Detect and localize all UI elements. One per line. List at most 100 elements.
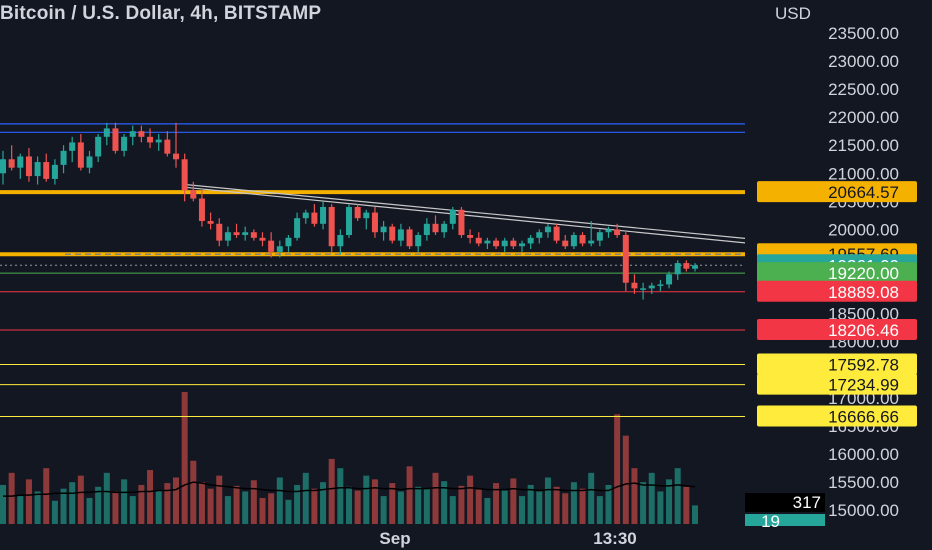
candle-body bbox=[121, 136, 128, 151]
candle-body bbox=[198, 198, 205, 221]
candle-body bbox=[484, 240, 491, 244]
volume-bar bbox=[337, 468, 344, 524]
volume-bar bbox=[692, 505, 698, 524]
price-tick-label: 18500.00 bbox=[828, 305, 899, 324]
volume-bar bbox=[415, 486, 422, 524]
price-tag-label: 18889.08 bbox=[828, 283, 899, 302]
volume-bar bbox=[302, 472, 309, 524]
price-tick-label: 21500.00 bbox=[828, 136, 899, 155]
price-tick-label: 20000.00 bbox=[828, 220, 899, 239]
volume-bar bbox=[640, 482, 647, 524]
volume-tag-label: 317 bbox=[793, 493, 821, 512]
candle-body bbox=[596, 232, 603, 241]
candle-body bbox=[51, 164, 58, 179]
candle-body bbox=[371, 212, 378, 233]
candle-body bbox=[415, 235, 422, 247]
price-tags: 20664.5719557.6919361.0003:25:1919220.00… bbox=[745, 181, 917, 531]
volume-bar bbox=[112, 491, 119, 524]
price-tick-label: 23500.00 bbox=[828, 24, 899, 43]
price-tag-label: 17592.78 bbox=[828, 355, 899, 374]
candle-body bbox=[562, 240, 569, 247]
volume-bar bbox=[579, 488, 586, 524]
volume-bar bbox=[614, 414, 621, 524]
candle-body bbox=[95, 136, 102, 157]
volume-bar bbox=[544, 477, 551, 524]
price-tag-bg bbox=[757, 373, 917, 395]
candle-body bbox=[337, 235, 344, 247]
candle-body bbox=[640, 288, 647, 290]
candle-body bbox=[259, 237, 266, 241]
price-tick-label: 22000.00 bbox=[828, 108, 899, 127]
volume-bar bbox=[121, 479, 128, 524]
volume-bar bbox=[311, 488, 318, 524]
volume-bar bbox=[657, 491, 664, 524]
volume-bar bbox=[8, 472, 15, 524]
volume-bar bbox=[449, 496, 456, 524]
volume-bar bbox=[596, 496, 603, 524]
volume-bar bbox=[501, 490, 508, 524]
volume-bar bbox=[198, 482, 205, 524]
candle-body bbox=[588, 240, 595, 244]
volume-bar bbox=[527, 484, 534, 524]
volume-bar bbox=[666, 479, 673, 524]
volume-bar bbox=[475, 489, 482, 524]
volume-bar bbox=[354, 490, 361, 524]
price-tick-label: 15000.00 bbox=[828, 501, 899, 520]
volume-bar bbox=[553, 486, 560, 524]
volume-bar bbox=[259, 497, 266, 524]
currency-label: USD bbox=[775, 4, 811, 23]
candle-body bbox=[570, 235, 577, 247]
volume-bar bbox=[570, 482, 577, 524]
candle-body bbox=[233, 232, 240, 236]
candle-body bbox=[406, 229, 413, 247]
volume-bar bbox=[224, 496, 231, 524]
candle-body bbox=[276, 246, 283, 252]
volume-bar bbox=[328, 458, 335, 524]
volume-bar bbox=[233, 485, 240, 524]
candle-body bbox=[544, 226, 551, 233]
candle-body bbox=[363, 212, 370, 219]
volume-bar bbox=[562, 493, 569, 524]
volume-bar bbox=[95, 486, 102, 524]
volume-bar bbox=[0, 484, 6, 524]
candle-body bbox=[692, 265, 698, 269]
price-tick-label: 23000.00 bbox=[828, 52, 899, 71]
price-tag-label: 17234.99 bbox=[828, 376, 899, 395]
volume-bar bbox=[138, 484, 145, 524]
candle-body bbox=[173, 153, 179, 160]
volume-bar bbox=[164, 483, 171, 524]
time-tick-label: 13:30 bbox=[593, 529, 636, 548]
price-tick-label: 21000.00 bbox=[828, 164, 899, 183]
volume-bar bbox=[285, 499, 292, 524]
volume-bar bbox=[484, 497, 491, 524]
volume-bar bbox=[155, 490, 162, 524]
candle-body bbox=[43, 162, 50, 179]
volume-bar bbox=[406, 466, 413, 524]
volume-bar bbox=[588, 472, 595, 524]
volume-bar bbox=[371, 479, 378, 524]
price-tag-bg bbox=[757, 280, 917, 302]
candle-body bbox=[242, 232, 249, 236]
volume-bar bbox=[207, 488, 214, 524]
volume-bar bbox=[683, 486, 690, 524]
trendline bbox=[184, 186, 746, 244]
volume-bar bbox=[674, 468, 681, 524]
price-tag-bg bbox=[757, 405, 917, 427]
volume-bar bbox=[346, 486, 352, 524]
volume-bar bbox=[147, 470, 154, 524]
candle-body bbox=[285, 237, 292, 247]
volume-bar bbox=[276, 477, 283, 524]
volume-bar bbox=[60, 488, 67, 524]
candle-body bbox=[475, 237, 482, 244]
volume-bar bbox=[441, 481, 448, 524]
volume-bar bbox=[648, 472, 655, 524]
volume-tag-bg bbox=[745, 514, 825, 526]
candle-body bbox=[320, 206, 327, 224]
candle-body bbox=[423, 223, 430, 236]
candle-body bbox=[25, 156, 32, 177]
price-tick-label: 22500.00 bbox=[828, 80, 899, 99]
volume-bar bbox=[320, 482, 327, 524]
candle-body bbox=[112, 128, 119, 151]
